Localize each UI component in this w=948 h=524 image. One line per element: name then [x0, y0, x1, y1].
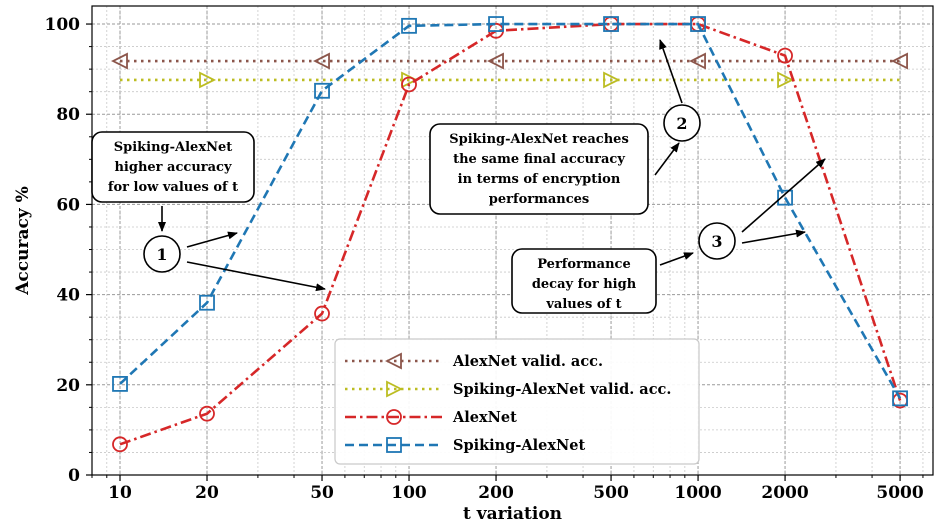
series-spiking-alexnet-valid-acc [120, 71, 901, 89]
annotation-text-line: Spiking-AlexNet reaches [449, 132, 629, 147]
annotation-text-line: the same final accuracy [453, 152, 625, 167]
data-point-marker [314, 305, 330, 322]
annotation-circle [143, 235, 181, 273]
data-point-marker [112, 376, 128, 392]
annotation-2-circle: 2 [663, 104, 701, 142]
annotation-text-line: Performance [537, 257, 630, 272]
annotation-arrow [654, 142, 680, 176]
annotation-1-box: Spiking-AlexNet higher accuracy for low va… [91, 131, 255, 203]
data-point-marker [110, 52, 128, 70]
legend-item: Spiking-AlexNet [345, 437, 585, 454]
data-point-marker [488, 16, 504, 32]
legend-item: Spiking-AlexNet valid. acc. [345, 380, 671, 398]
legend-marker [386, 437, 402, 453]
data-point-marker [603, 16, 619, 32]
x-tick-label: 500 [593, 483, 629, 503]
annotation-circle [663, 104, 701, 142]
data-point-marker [777, 71, 795, 89]
annotation-number: 3 [711, 232, 722, 251]
data-point-marker [891, 52, 908, 70]
annotation-box [91, 131, 255, 203]
series-line [119, 22, 902, 446]
data-point-marker [199, 405, 215, 422]
annotation-1-circle: 1 [143, 235, 181, 273]
annotation-3-box: Performance decay for high values of t [511, 248, 657, 314]
annotation-text-line: decay for high [532, 277, 637, 292]
series-spiking-alexnet [112, 16, 908, 407]
legend-item: AlexNet valid. acc. [345, 352, 603, 370]
y-tick-label: 40 [56, 286, 80, 306]
plot-frame [91, 5, 934, 476]
annotation-text-line: higher accuracy [114, 160, 231, 175]
data-point-marker [112, 436, 128, 453]
annotation-arrow [186, 261, 326, 292]
x-tick-label: 5000 [876, 483, 923, 503]
y-tick-label: 0 [68, 466, 80, 486]
data-point-marker [401, 76, 417, 93]
x-axis-title: t variation [463, 504, 562, 524]
legend-label: Spiking-AlexNet valid. acc. [453, 381, 671, 398]
annotation-number: 2 [676, 114, 687, 133]
series-layer [110, 16, 908, 453]
data-point-marker [487, 52, 504, 70]
data-point-marker [199, 71, 217, 89]
annotation-circle [698, 222, 736, 260]
annotation-arrow [186, 231, 238, 248]
legend-marker [386, 380, 404, 398]
x-tick-label: 10 [108, 483, 132, 503]
annotation-text-line: values of t [545, 297, 621, 312]
annotation-box [511, 248, 657, 314]
series-line [119, 22, 902, 399]
data-point-marker [689, 52, 706, 70]
y-tick-label: 100 [45, 15, 81, 35]
annotation-arrow [659, 39, 683, 104]
legend-marker [386, 409, 402, 425]
annotation-number: 1 [156, 245, 167, 264]
ticks: 10 20 50 100 200 500 1000 2000 5000 0 20 40 60 80 100 [45, 15, 924, 503]
y-tick-label: 60 [56, 195, 80, 215]
data-point-marker [892, 390, 908, 407]
data-point-marker [401, 17, 417, 34]
annotation-arrow [741, 158, 826, 233]
annotation-text-line: performances [489, 192, 589, 207]
annotation-box [429, 123, 649, 215]
data-point-marker [777, 47, 793, 64]
data-point-marker [314, 82, 330, 99]
annotation-2-box: Spiking-AlexNet reaches the same final ac… [429, 123, 649, 215]
y-tick-label: 80 [56, 105, 80, 125]
data-point-marker [199, 294, 215, 311]
x-tick-label: 20 [195, 483, 219, 503]
x-tick-label: 100 [391, 483, 427, 503]
legend: AlexNet valid. acc. Spiking-AlexNet valid… [334, 338, 700, 465]
data-point-marker [313, 52, 330, 70]
legend-label: Spiking-AlexNet [453, 437, 585, 454]
legend-item: AlexNet [345, 409, 517, 426]
data-point-marker [690, 16, 706, 32]
data-point-marker [603, 71, 621, 89]
y-tick-label: 20 [56, 376, 80, 396]
x-tick-label: 2000 [761, 483, 808, 503]
annotation-text-line: for low values of t [108, 180, 238, 195]
legend-label: AlexNet [452, 409, 517, 426]
legend-marker [384, 352, 402, 370]
x-tick-label: 50 [310, 483, 334, 503]
annotation-3-circle: 3 [698, 222, 736, 260]
y-axis-title: Accuracy % [13, 186, 33, 296]
annotations: Spiking-AlexNet higher accuracy for low va… [91, 39, 826, 314]
x-tick-label: 200 [478, 483, 514, 503]
legend-frame [334, 338, 700, 465]
data-point-marker [777, 189, 793, 206]
series-alexnet-valid-acc [110, 52, 908, 70]
annotation-text-line: in terms of encryption [458, 172, 621, 187]
annotation-arrow [741, 229, 806, 244]
legend-label: AlexNet valid. acc. [452, 353, 603, 370]
annotation-arrow [659, 252, 694, 266]
x-tick-label: 1000 [674, 483, 721, 503]
annotation-text-line: Spiking-AlexNet [114, 140, 233, 155]
